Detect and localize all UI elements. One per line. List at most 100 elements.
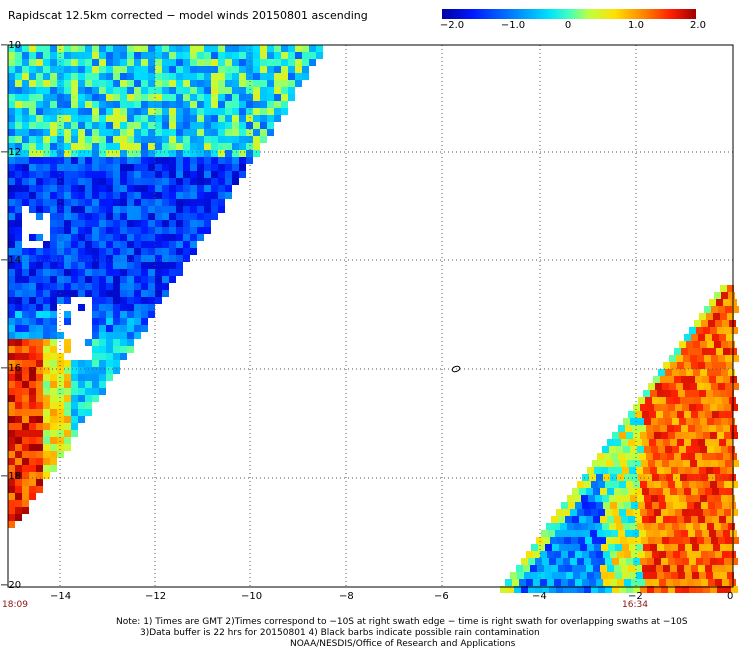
swath-cell <box>92 136 99 143</box>
swath-cell <box>8 94 15 101</box>
swath-cell <box>706 544 713 551</box>
swath-cell <box>595 523 602 530</box>
swath-cell <box>92 150 99 157</box>
swath-cell <box>593 516 600 523</box>
swath-cell <box>148 150 155 157</box>
y-tick-label: −12 <box>0 147 22 158</box>
swath-cell <box>580 572 587 579</box>
swath-cell <box>218 52 225 59</box>
swath-cell <box>260 59 267 66</box>
swath-cell <box>162 185 169 192</box>
swath-cell <box>253 80 260 87</box>
swath-cell <box>50 143 57 150</box>
swath-cell <box>148 87 155 94</box>
swath-cell <box>64 122 71 129</box>
swath-cell <box>78 304 85 311</box>
swath-cell <box>674 425 681 432</box>
swath-cell <box>106 297 113 304</box>
swath-cell <box>645 579 652 586</box>
swath-cell <box>22 444 29 451</box>
swath-cell <box>155 241 162 248</box>
swath-cell <box>698 565 705 572</box>
swath-cell <box>682 404 689 411</box>
swath-cell <box>647 404 654 411</box>
swath-cell <box>589 502 596 509</box>
swath-cell <box>64 416 71 423</box>
swath-cell <box>22 164 29 171</box>
swath-cell <box>148 227 155 234</box>
swath-cell <box>183 220 190 227</box>
swath-cell <box>141 136 148 143</box>
swath-cell <box>655 383 662 390</box>
swath-cell <box>71 276 78 283</box>
swath-cell <box>64 59 71 66</box>
swath-cell <box>660 425 667 432</box>
swath-cell <box>29 360 36 367</box>
swath-cell <box>36 332 43 339</box>
swath-cell <box>78 150 85 157</box>
swath-cell <box>274 66 281 73</box>
swath-cell <box>183 255 190 262</box>
swath-cell <box>50 290 57 297</box>
swath-cell <box>85 381 92 388</box>
swath-cell <box>162 122 169 129</box>
swath-cell <box>50 185 57 192</box>
swath-cell <box>134 255 141 262</box>
swath-cell <box>29 220 36 227</box>
swath-cell <box>595 495 602 502</box>
swath-cell <box>22 493 29 500</box>
swath-cell <box>211 101 218 108</box>
swath-cell <box>64 318 71 325</box>
swath-cell <box>141 234 148 241</box>
swath-cell <box>705 488 712 495</box>
swath-cell <box>612 586 619 593</box>
swath-cell <box>260 66 267 73</box>
swath-cell <box>64 339 71 346</box>
swath-cell <box>36 269 43 276</box>
swath-cell <box>267 80 274 87</box>
swath-cell <box>92 276 99 283</box>
swath-cell <box>709 299 716 306</box>
swath-cell <box>239 150 246 157</box>
swath-cell <box>43 381 50 388</box>
swath-cell <box>29 430 36 437</box>
swath-cell <box>120 332 127 339</box>
swath-cell <box>15 395 22 402</box>
swath-cell <box>22 325 29 332</box>
swath-cell <box>134 164 141 171</box>
swath-cell <box>85 185 92 192</box>
swath-cell <box>162 59 169 66</box>
swath-cell <box>232 80 239 87</box>
swath-cell <box>581 523 588 530</box>
swath-cell <box>260 45 267 52</box>
swath-cell <box>684 439 691 446</box>
swath-cell <box>134 108 141 115</box>
swath-cell <box>653 425 660 432</box>
swath-cell <box>218 185 225 192</box>
swath-cell <box>554 551 561 558</box>
swath-cell <box>705 362 712 369</box>
swath-cell <box>64 290 71 297</box>
swath-cell <box>582 579 589 586</box>
swath-cell <box>15 325 22 332</box>
swath-cell <box>141 59 148 66</box>
swath-cell <box>43 325 50 332</box>
swath-cell <box>720 572 727 579</box>
swath-cell <box>176 234 183 241</box>
swath-cell <box>547 579 554 586</box>
swath-cell <box>71 332 78 339</box>
swath-cell <box>689 558 696 565</box>
swath-cell <box>50 311 57 318</box>
swath-cell <box>120 318 127 325</box>
swath-cell <box>701 320 708 327</box>
swath-cell <box>71 94 78 101</box>
swath-cell <box>728 341 735 348</box>
swath-cell <box>15 59 22 66</box>
swath-cell <box>134 185 141 192</box>
swath-cell <box>148 311 155 318</box>
swath-cell <box>176 87 183 94</box>
swath-cell <box>127 73 134 80</box>
swath-cell <box>64 80 71 87</box>
swath-cell <box>134 234 141 241</box>
swath-cell <box>565 516 572 523</box>
